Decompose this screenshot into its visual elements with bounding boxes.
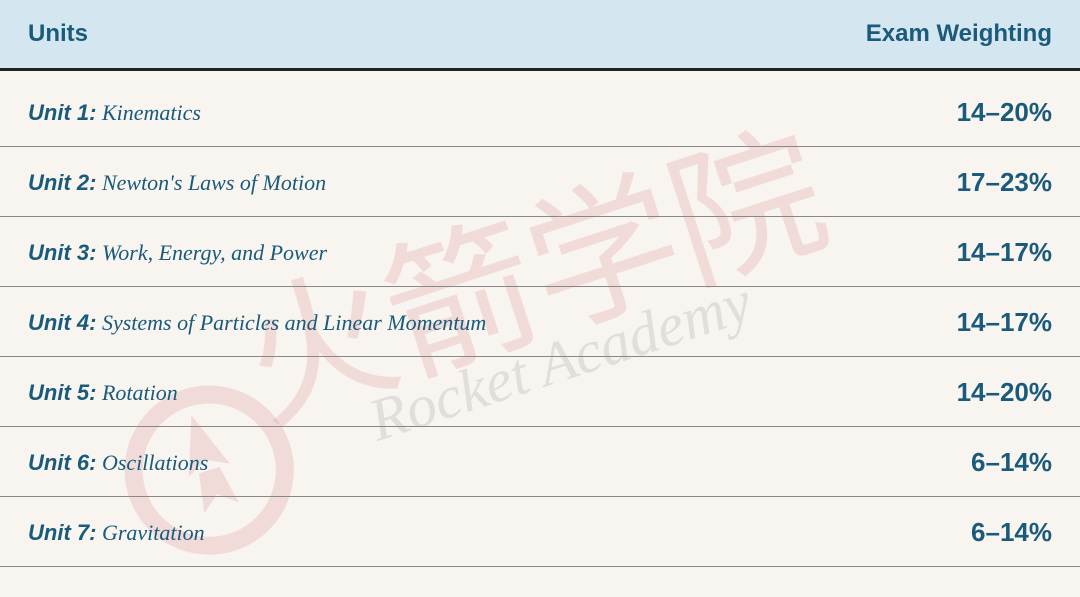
weight-cell: 14–20%	[734, 70, 1080, 147]
weight-cell: 6–14%	[734, 427, 1080, 497]
unit-label: Unit 5:	[28, 380, 96, 405]
table-header-row: Units Exam Weighting	[0, 0, 1080, 70]
weight-cell: 14–17%	[734, 287, 1080, 357]
header-weight: Exam Weighting	[734, 0, 1080, 70]
unit-cell: Unit 1: Kinematics	[0, 70, 734, 147]
table-row: Unit 5: Rotation 14–20%	[0, 357, 1080, 427]
unit-label: Unit 6:	[28, 450, 96, 475]
unit-label: Unit 1:	[28, 100, 96, 125]
weight-cell: 14–17%	[734, 217, 1080, 287]
weight-cell: 14–20%	[734, 357, 1080, 427]
unit-title: Newton's Laws of Motion	[96, 170, 326, 195]
table-row: Unit 4: Systems of Particles and Linear …	[0, 287, 1080, 357]
table-row: Unit 7: Gravitation 6–14%	[0, 497, 1080, 567]
unit-cell: Unit 6: Oscillations	[0, 427, 734, 497]
unit-title: Systems of Particles and Linear Momentum	[96, 310, 486, 335]
table-row: Unit 6: Oscillations 6–14%	[0, 427, 1080, 497]
weight-cell: 6–14%	[734, 497, 1080, 567]
unit-cell: Unit 5: Rotation	[0, 357, 734, 427]
unit-label: Unit 4:	[28, 310, 96, 335]
unit-title: Kinematics	[96, 100, 201, 125]
table-row: Unit 3: Work, Energy, and Power 14–17%	[0, 217, 1080, 287]
unit-cell: Unit 2: Newton's Laws of Motion	[0, 147, 734, 217]
header-units: Units	[0, 0, 734, 70]
unit-label: Unit 7:	[28, 520, 96, 545]
unit-title: Gravitation	[96, 520, 204, 545]
unit-label: Unit 3:	[28, 240, 96, 265]
table-row: Unit 1: Kinematics 14–20%	[0, 70, 1080, 147]
page-container: 火箭学院 Rocket Academy Units Exam Weighting…	[0, 0, 1080, 597]
unit-cell: Unit 7: Gravitation	[0, 497, 734, 567]
unit-label: Unit 2:	[28, 170, 96, 195]
unit-title: Rotation	[96, 380, 177, 405]
table-row: Unit 2: Newton's Laws of Motion 17–23%	[0, 147, 1080, 217]
unit-cell: Unit 3: Work, Energy, and Power	[0, 217, 734, 287]
exam-weighting-table: Units Exam Weighting Unit 1: Kinematics …	[0, 0, 1080, 567]
unit-title: Work, Energy, and Power	[96, 240, 327, 265]
weight-cell: 17–23%	[734, 147, 1080, 217]
unit-title: Oscillations	[96, 450, 208, 475]
unit-cell: Unit 4: Systems of Particles and Linear …	[0, 287, 734, 357]
